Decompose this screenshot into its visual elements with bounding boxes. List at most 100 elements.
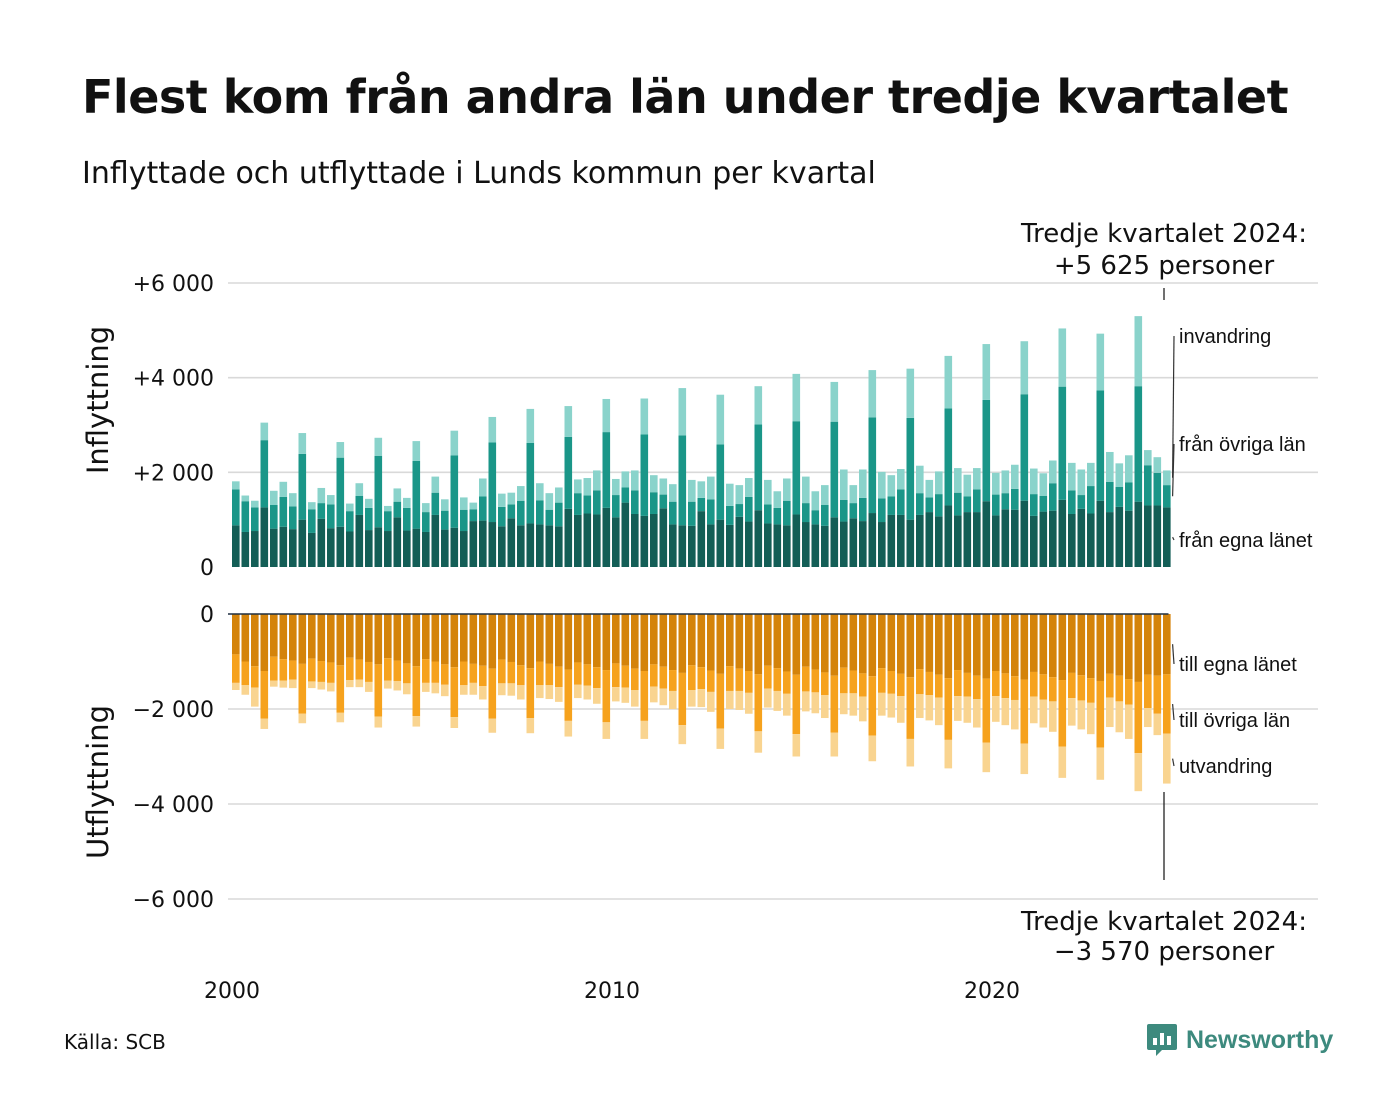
bar-till-egna-lanet-92 [1106, 614, 1114, 674]
bar-till-egna-lanet-56 [764, 614, 772, 666]
bar-fran-egna-lanet-56 [764, 523, 772, 567]
bar-fran-ovriga-lan-67 [868, 417, 877, 514]
bar-utvandring-92 [1106, 697, 1114, 728]
bar-fran-ovriga-lan-31 [526, 442, 535, 524]
bar-till-egna-lanet-1 [241, 614, 250, 662]
bar-till-ovriga-lan-26 [479, 665, 487, 687]
annotation-top-line1: Tredje kvartalet 2024: [1020, 219, 1307, 249]
bar-till-egna-lanet-5 [279, 614, 288, 660]
bar-fran-ovriga-lan-79 [982, 399, 991, 502]
bar-utvandring-82 [1011, 699, 1019, 730]
bar-till-egna-lanet-39 [602, 614, 611, 671]
bar-fran-ovriga-lan-70 [897, 489, 905, 515]
bar-till-egna-lanet-63 [830, 614, 839, 676]
bar-fran-ovriga-lan-47 [678, 435, 687, 526]
bar-till-ovriga-lan-57 [773, 668, 782, 691]
bar-utvandring-75 [944, 739, 953, 769]
bar-invandring-10 [327, 495, 335, 505]
bar-till-ovriga-lan-76 [954, 670, 962, 697]
bar-till-egna-lanet-98 [1163, 614, 1171, 675]
bar-utvandring-58 [783, 693, 791, 716]
bar-till-ovriga-lan-46 [669, 670, 677, 691]
bar-till-egna-lanet-80 [992, 614, 1000, 671]
bar-invandring-48 [688, 479, 696, 502]
bar-invandring-71 [906, 368, 915, 418]
bar-utvandring-39 [602, 722, 611, 739]
bar-fran-egna-lanet-8 [308, 532, 316, 567]
bar-till-ovriga-lan-7 [298, 663, 307, 714]
y-axis-title-utflyttning: Utflyttning [81, 705, 115, 859]
bar-fran-ovriga-lan-88 [1068, 490, 1076, 514]
bar-fran-egna-lanet-97 [1153, 505, 1162, 567]
bar-invandring-25 [469, 502, 478, 510]
bar-fran-ovriga-lan-56 [764, 504, 772, 524]
bar-fran-ovriga-lan-89 [1077, 495, 1086, 509]
bar-invandring-19 [412, 441, 421, 461]
bar-invandring-78 [973, 468, 981, 490]
bar-fran-egna-lanet-48 [688, 525, 696, 567]
bar-fran-egna-lanet-28 [498, 526, 506, 567]
bar-utvandring-88 [1068, 698, 1076, 726]
bar-utvandring-4 [270, 680, 278, 687]
bar-till-ovriga-lan-44 [650, 664, 658, 687]
bar-fran-ovriga-lan-15 [374, 455, 383, 528]
bar-utvandring-62 [821, 695, 829, 719]
series-label-till-egna-lanet: till egna länet [1179, 654, 1297, 676]
bar-utvandring-50 [707, 691, 715, 712]
bar-fran-egna-lanet-85 [1039, 511, 1048, 567]
bar-utvandring-59 [792, 734, 801, 757]
bar-utvandring-56 [764, 688, 772, 708]
bar-fran-egna-lanet-89 [1077, 508, 1086, 567]
bar-till-ovriga-lan-23 [450, 667, 459, 718]
bar-till-ovriga-lan-74 [935, 674, 943, 698]
bar-till-egna-lanet-21 [431, 614, 440, 662]
bar-till-egna-lanet-88 [1068, 614, 1076, 673]
bar-utvandring-36 [574, 684, 582, 699]
bar-invandring-76 [954, 468, 962, 493]
bar-utvandring-21 [431, 682, 440, 694]
bar-fran-ovriga-lan-50 [707, 499, 715, 525]
bar-invandring-65 [849, 485, 858, 504]
bar-till-ovriga-lan-55 [754, 674, 763, 732]
bar-fran-egna-lanet-22 [441, 529, 449, 567]
bar-till-ovriga-lan-33 [545, 663, 554, 686]
bar-fran-ovriga-lan-49 [697, 497, 706, 512]
bar-invandring-82 [1011, 464, 1019, 489]
bar-invandring-96 [1144, 450, 1152, 466]
bar-invandring-37 [583, 478, 592, 496]
bar-fran-ovriga-lan-14 [365, 507, 373, 531]
bar-invandring-62 [821, 485, 829, 505]
bar-fran-egna-lanet-19 [412, 528, 421, 567]
newsworthy-logo-icon [1147, 1024, 1177, 1056]
bar-fran-ovriga-lan-16 [384, 511, 392, 532]
bar-till-egna-lanet-22 [441, 614, 449, 665]
y-tick-label-top-1: +2 000 [133, 461, 214, 486]
bar-utvandring-7 [298, 713, 307, 724]
bar-fran-ovriga-lan-23 [450, 455, 459, 528]
bar-till-egna-lanet-76 [954, 614, 962, 671]
bar-fran-egna-lanet-75 [944, 505, 953, 567]
bar-invandring-52 [726, 483, 734, 506]
bar-fran-ovriga-lan-72 [916, 493, 924, 515]
bar-utvandring-19 [412, 716, 421, 727]
bar-utvandring-69 [887, 693, 896, 718]
bar-till-ovriga-lan-36 [574, 662, 582, 685]
bar-till-ovriga-lan-63 [830, 675, 839, 733]
bar-fran-egna-lanet-5 [279, 526, 288, 567]
bar-fran-egna-lanet-88 [1068, 513, 1076, 567]
bar-fran-egna-lanet-57 [773, 524, 782, 567]
bar-fran-ovriga-lan-28 [498, 506, 506, 527]
bar-utvandring-86 [1049, 701, 1057, 732]
bar-fran-egna-lanet-6 [289, 529, 297, 567]
bar-fran-ovriga-lan-81 [1001, 493, 1010, 510]
bar-till-egna-lanet-45 [659, 614, 668, 667]
bar-invandring-91 [1096, 333, 1105, 391]
bar-utvandring-14 [365, 681, 373, 692]
bar-till-ovriga-lan-79 [982, 678, 991, 743]
bar-till-egna-lanet-55 [754, 614, 763, 675]
bar-utvandring-95 [1134, 753, 1143, 792]
bar-till-ovriga-lan-35 [564, 669, 573, 721]
bar-till-egna-lanet-18 [403, 614, 411, 664]
bar-fran-egna-lanet-70 [897, 514, 905, 567]
bar-utvandring-41 [621, 687, 630, 703]
